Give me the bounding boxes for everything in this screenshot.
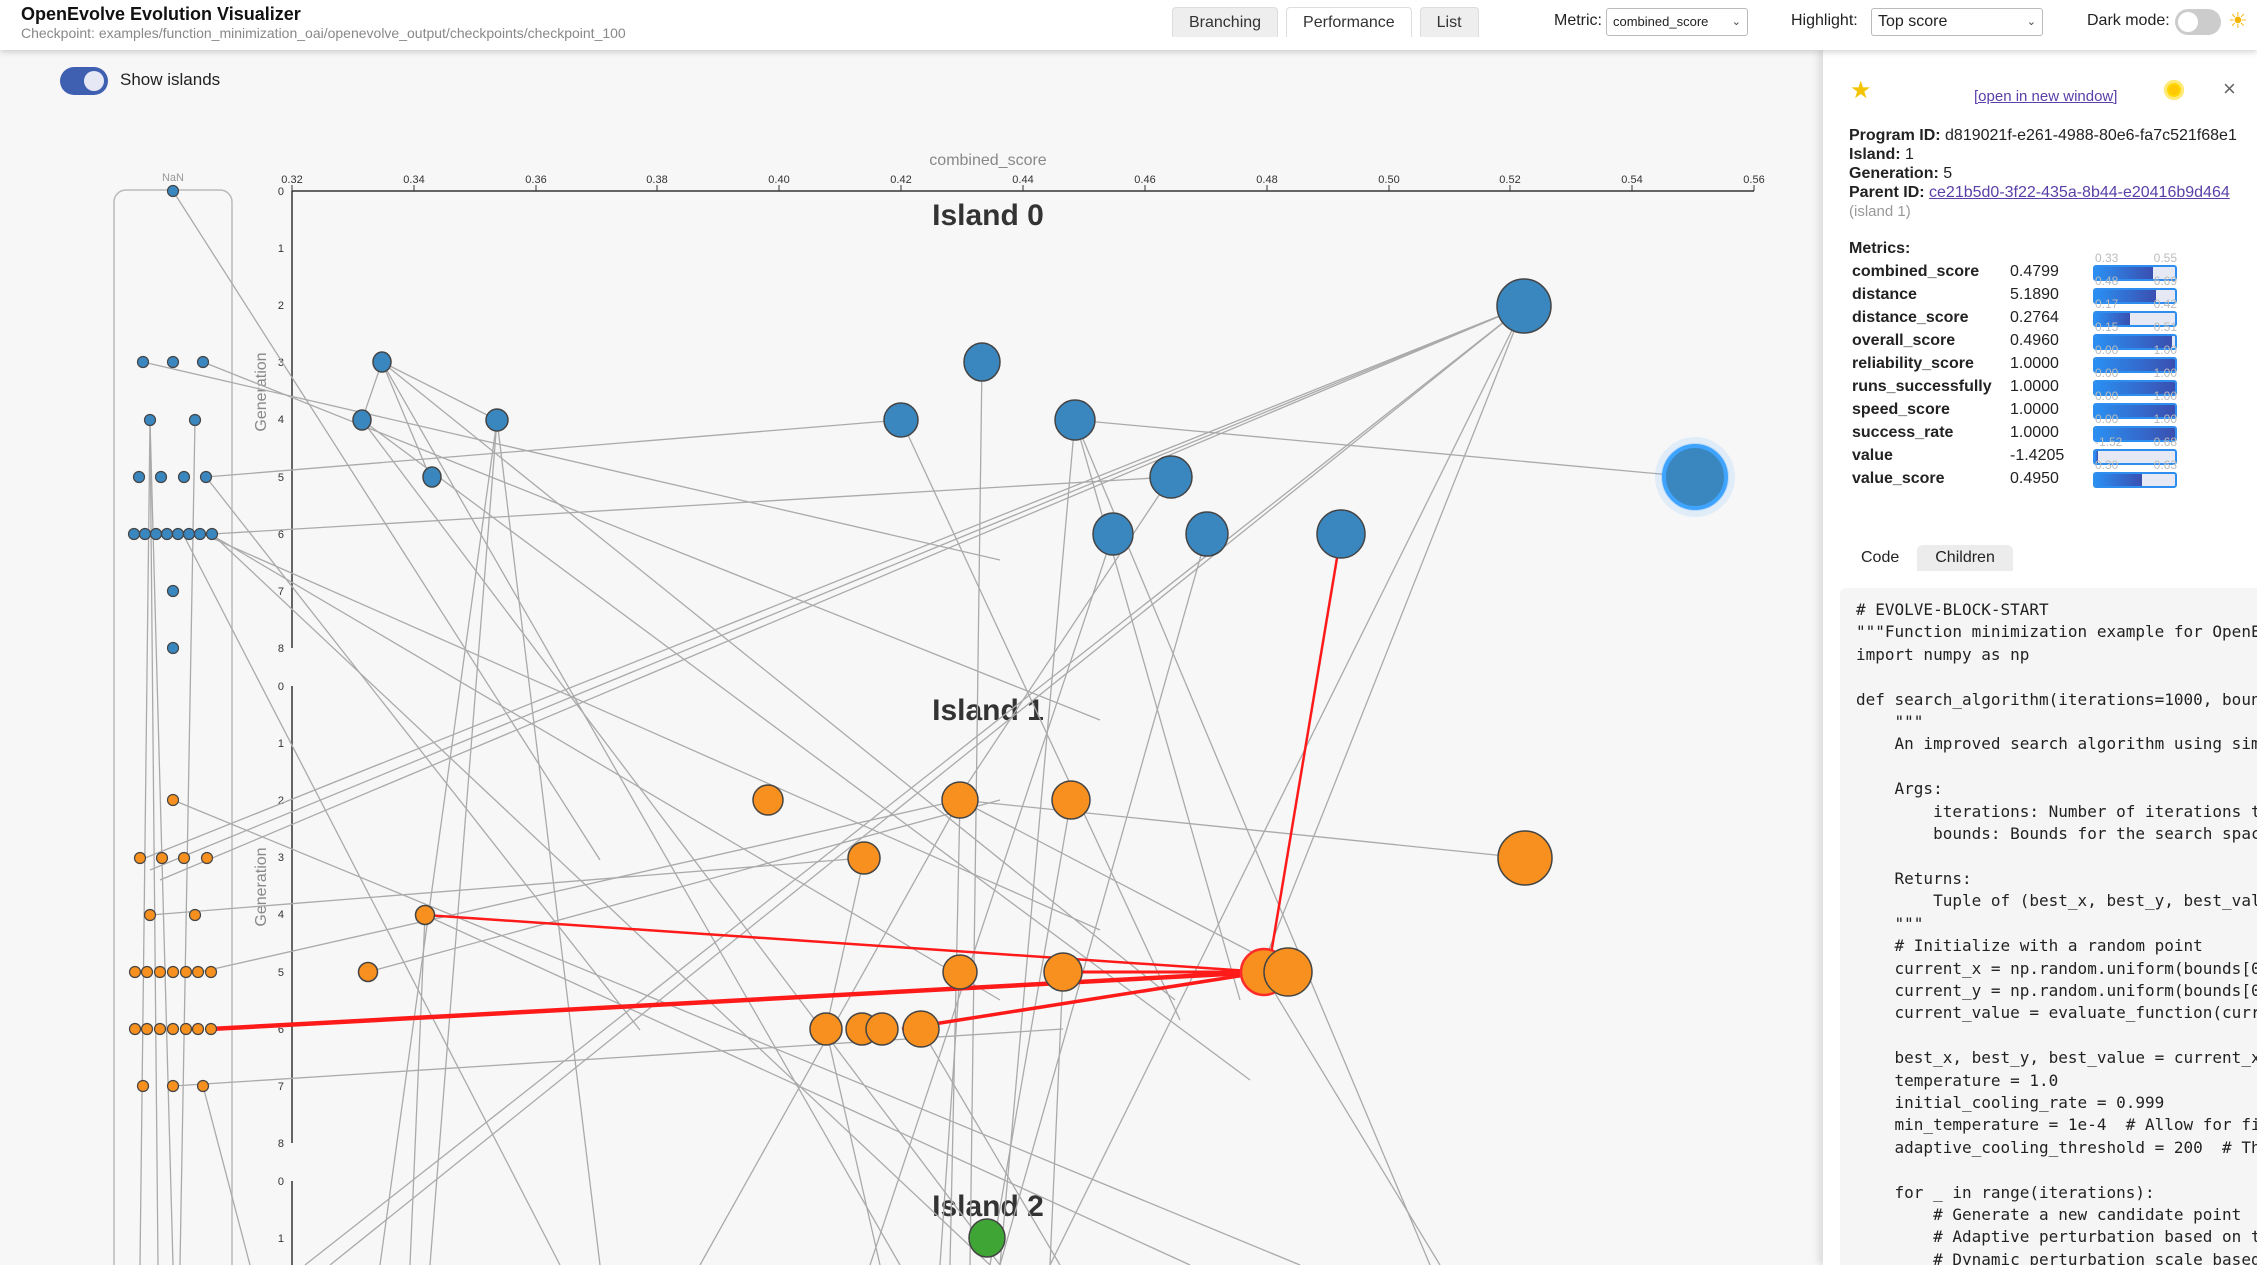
island-0-y-axis: Generation 0 1 2 3 4 5 6 7 8 bbox=[253, 186, 293, 655]
island-0-nodes[interactable] bbox=[352, 278, 1552, 559]
close-icon[interactable]: × bbox=[2223, 76, 2236, 101]
checkpoint-path: Checkpoint: examples/function_minimizati… bbox=[21, 25, 626, 41]
tab-children[interactable]: Children bbox=[1917, 545, 2013, 571]
svg-text:7: 7 bbox=[278, 1081, 284, 1093]
nan-nodes-island-1[interactable] bbox=[128, 793, 218, 1093]
x-axis-title: combined_score bbox=[929, 152, 1047, 169]
svg-text:6: 6 bbox=[278, 529, 284, 541]
svg-text:0.40: 0.40 bbox=[768, 174, 789, 186]
svg-text:0.42: 0.42 bbox=[890, 174, 911, 186]
app-title: OpenEvolve Evolution Visualizer bbox=[21, 4, 301, 24]
program-info: Program ID: d819021f-e261-4988-80e6-fa7c… bbox=[1849, 127, 2237, 220]
svg-text:3: 3 bbox=[278, 357, 284, 369]
svg-text:0: 0 bbox=[278, 681, 284, 693]
svg-text:1: 1 bbox=[278, 1233, 284, 1245]
show-islands-toggle[interactable] bbox=[60, 67, 108, 95]
island-1-nodes[interactable] bbox=[357, 780, 1553, 1048]
svg-text:0.54: 0.54 bbox=[1621, 174, 1642, 186]
svg-text:0.44: 0.44 bbox=[1012, 174, 1033, 186]
island-2-nodes[interactable] bbox=[968, 1218, 1006, 1258]
x-axis-ticks: 0.32 0.34 0.36 0.38 0.40 0.42 0.44 0.46 … bbox=[281, 174, 1765, 191]
metrics-title: Metrics: bbox=[1849, 240, 1911, 257]
island-1-title: Island 1 bbox=[932, 694, 1044, 727]
view-tabs: Branching Performance List bbox=[1172, 7, 1479, 37]
dark-mode-toggle[interactable] bbox=[2175, 9, 2221, 35]
svg-text:Generation: Generation bbox=[253, 847, 270, 926]
svg-text:4: 4 bbox=[278, 414, 284, 426]
svg-text:0: 0 bbox=[278, 186, 284, 198]
svg-text:0.48: 0.48 bbox=[1256, 174, 1277, 186]
svg-text:3: 3 bbox=[278, 852, 284, 864]
evolution-graph[interactable]: NaN combined_score 0.32 0.34 0.36 0.38 0… bbox=[0, 0, 1823, 1265]
sun-icon: ☀ bbox=[2228, 8, 2248, 33]
open-in-new-window-link[interactable]: [open in new window] bbox=[1974, 88, 2118, 105]
nan-column-box bbox=[113, 189, 233, 1265]
svg-text:0.52: 0.52 bbox=[1499, 174, 1520, 186]
lineage-edges bbox=[139, 190, 1694, 1265]
star-icon[interactable]: ★ bbox=[1850, 77, 1872, 104]
metric-select-value: combined_score bbox=[1613, 14, 1709, 29]
svg-text:2: 2 bbox=[278, 300, 284, 312]
svg-text:4: 4 bbox=[278, 909, 284, 921]
nan-label: NaN bbox=[162, 172, 184, 184]
locate-node-icon[interactable] bbox=[2164, 80, 2184, 100]
dark-mode-label: Dark mode: bbox=[2087, 12, 2170, 29]
parent-island: (island 1) bbox=[1849, 203, 1911, 220]
svg-text:5: 5 bbox=[278, 472, 284, 484]
detail-tabs: Code Children bbox=[1843, 545, 2013, 571]
highlighted-ancestry-edges bbox=[209, 533, 1343, 1032]
program-detail-panel: ★ [open in new window] × Program ID: d81… bbox=[1823, 50, 2257, 1265]
program-id: d819021f-e261-4988-80e6-fa7c521f68e1 bbox=[1945, 127, 2237, 144]
svg-text:1: 1 bbox=[278, 738, 284, 750]
chevron-down-icon: ⌄ bbox=[2026, 16, 2036, 28]
svg-text:8: 8 bbox=[278, 643, 284, 655]
code-viewer[interactable]: # EVOLVE-BLOCK-START """Function minimiz… bbox=[1840, 588, 2257, 1265]
tab-list[interactable]: List bbox=[1419, 7, 1479, 37]
svg-text:1: 1 bbox=[278, 243, 284, 255]
svg-text:Generation: Generation bbox=[253, 352, 270, 431]
chevron-down-icon: ⌄ bbox=[1731, 16, 1741, 28]
svg-text:0.56: 0.56 bbox=[1743, 174, 1764, 186]
nan-nodes-island-0[interactable] bbox=[127, 184, 219, 655]
island-0-title: Island 0 bbox=[932, 199, 1044, 232]
tab-performance[interactable]: Performance bbox=[1286, 7, 1412, 37]
svg-text:0: 0 bbox=[278, 1176, 284, 1188]
parent-id-link[interactable]: ce21b5d0-3f22-435a-8b44-e20416b9d464 bbox=[1929, 184, 2230, 201]
metric-select[interactable]: combined_score ⌄ bbox=[1606, 8, 1748, 36]
svg-text:6: 6 bbox=[278, 1024, 284, 1036]
island-2-title: Island 2 bbox=[932, 1190, 1044, 1223]
highlight-select[interactable]: Top score ⌄ bbox=[1871, 8, 2043, 36]
svg-text:5: 5 bbox=[278, 967, 284, 979]
metric-label: Metric: bbox=[1554, 12, 1602, 29]
svg-text:8: 8 bbox=[278, 1138, 284, 1150]
svg-text:7: 7 bbox=[278, 586, 284, 598]
generation-value: 5 bbox=[1943, 165, 1953, 182]
highlight-select-value: Top score bbox=[1878, 13, 1948, 30]
selected-node[interactable] bbox=[1655, 437, 1735, 517]
svg-text:0.38: 0.38 bbox=[646, 174, 667, 186]
island-2-y-axis: 0 1 bbox=[278, 1176, 293, 1265]
svg-text:0.32: 0.32 bbox=[281, 174, 302, 186]
svg-text:0.46: 0.46 bbox=[1134, 174, 1155, 186]
island-value: 1 bbox=[1905, 146, 1914, 163]
highlight-label: Highlight: bbox=[1791, 12, 1858, 29]
top-bar: OpenEvolve Evolution Visualizer Checkpoi… bbox=[0, 0, 2257, 50]
svg-text:0.50: 0.50 bbox=[1378, 174, 1399, 186]
tab-code[interactable]: Code bbox=[1861, 549, 1900, 566]
svg-text:2: 2 bbox=[278, 795, 284, 807]
tab-branching[interactable]: Branching bbox=[1172, 7, 1279, 37]
show-islands-label: Show islands bbox=[120, 70, 221, 89]
svg-text:0.36: 0.36 bbox=[525, 174, 546, 186]
svg-text:0.34: 0.34 bbox=[403, 174, 424, 186]
